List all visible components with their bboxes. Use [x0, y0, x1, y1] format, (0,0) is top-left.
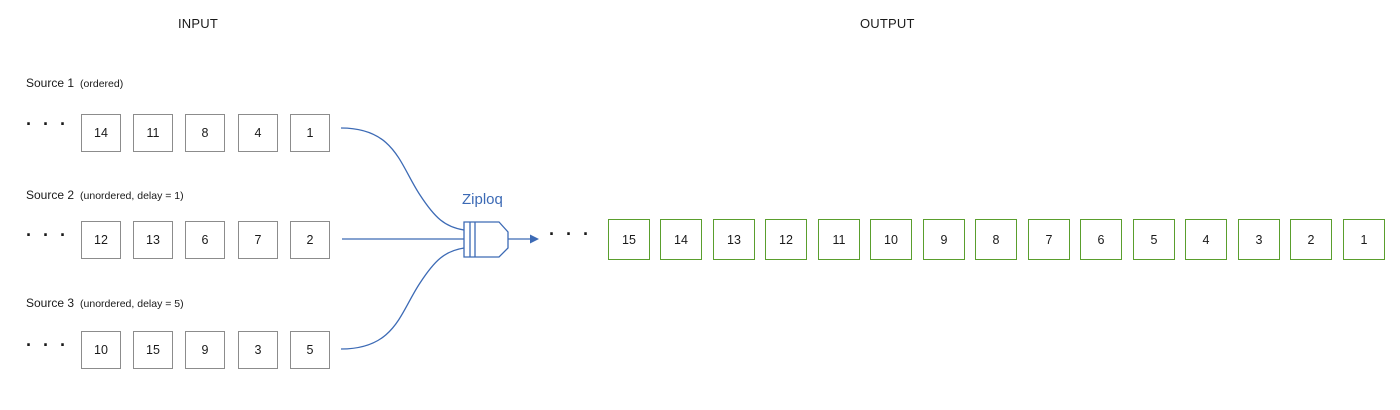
- source-2-header: Source 2 (unordered, delay = 1): [26, 188, 184, 202]
- output-item: 13: [713, 219, 755, 260]
- ziploq-merge-icon: [463, 221, 509, 258]
- source-3-header: Source 3 (unordered, delay = 5): [26, 296, 184, 310]
- source-1-item: 4: [238, 114, 278, 152]
- source-3-item: 10: [81, 331, 121, 369]
- output-heading: OUTPUT: [860, 16, 915, 31]
- output-item: 7: [1028, 219, 1070, 260]
- source-2-item: 2: [290, 221, 330, 259]
- output-ellipsis: · · ·: [549, 224, 592, 244]
- output-item: 11: [818, 219, 860, 260]
- output-item: 10: [870, 219, 912, 260]
- source-3-note: (unordered, delay = 5): [80, 298, 184, 310]
- source-1-ellipsis: · · ·: [26, 114, 69, 134]
- source-1-note: (ordered): [80, 78, 124, 90]
- source-2-ellipsis: · · ·: [26, 225, 69, 245]
- output-item: 2: [1290, 219, 1332, 260]
- output-item: 14: [660, 219, 702, 260]
- source-3-item: 5: [290, 331, 330, 369]
- output-item: 8: [975, 219, 1017, 260]
- source-2-title: Source 2: [26, 188, 75, 202]
- output-item: 6: [1080, 219, 1122, 260]
- output-item: 1: [1343, 219, 1385, 260]
- source-2-note: (unordered, delay = 1): [80, 190, 184, 202]
- source-1-title: Source 1: [26, 76, 75, 90]
- source-1-header: Source 1 (ordered): [26, 76, 123, 90]
- source-1-item: 11: [133, 114, 173, 152]
- source-3-title: Source 3: [26, 296, 75, 310]
- source-1-connector: [340, 127, 465, 231]
- source-2-item: 13: [133, 221, 173, 259]
- source-3-connector: [340, 247, 465, 350]
- ziploq-label: Ziploq: [462, 191, 503, 208]
- output-arrowhead: [530, 234, 539, 244]
- source-2-item: 7: [238, 221, 278, 259]
- output-item: 4: [1185, 219, 1227, 260]
- source-3-item: 3: [238, 331, 278, 369]
- source-3-ellipsis: · · ·: [26, 335, 69, 355]
- output-item: 15: [608, 219, 650, 260]
- source-3-item: 15: [133, 331, 173, 369]
- output-item: 3: [1238, 219, 1280, 260]
- source-1-item: 1: [290, 114, 330, 152]
- source-2-item: 6: [185, 221, 225, 259]
- source-1-item: 8: [185, 114, 225, 152]
- source-1-item: 14: [81, 114, 121, 152]
- output-item: 5: [1133, 219, 1175, 260]
- source-3-item: 9: [185, 331, 225, 369]
- output-item: 12: [765, 219, 807, 260]
- output-item: 9: [923, 219, 965, 260]
- source-2-item: 12: [81, 221, 121, 259]
- input-heading: INPUT: [178, 16, 218, 31]
